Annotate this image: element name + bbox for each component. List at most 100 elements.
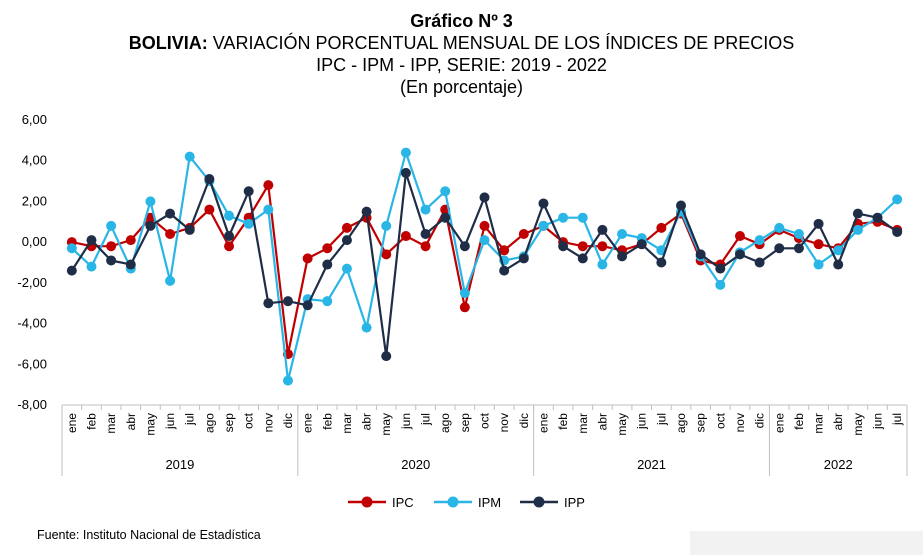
data-point-ipm xyxy=(813,259,824,270)
x-tick-label: ago xyxy=(438,413,452,433)
legend-label-ipp: IPP xyxy=(564,495,585,510)
x-tick-label: ago xyxy=(202,413,216,433)
x-tick-label: oct xyxy=(242,412,256,429)
chart-subtitle: BOLIVIA: VARIACIÓN PORCENTUAL MENSUAL DE… xyxy=(0,32,923,54)
data-point-ipc xyxy=(165,229,176,239)
x-tick-label: jul xyxy=(890,413,904,426)
data-point-ipp xyxy=(852,208,863,219)
x-tick-label: mar xyxy=(812,413,826,434)
data-point-ipm xyxy=(892,194,903,205)
data-point-ipc xyxy=(106,241,117,252)
year-label: 2022 xyxy=(824,457,853,472)
x-tick-label: jul xyxy=(654,413,668,426)
data-point-ipm xyxy=(86,261,97,272)
chart-title: Gráfico Nº 3 xyxy=(410,11,513,31)
legend-marker-ipc xyxy=(361,496,373,508)
x-tick-label: ene xyxy=(536,413,550,433)
y-tick-label: 6,00 xyxy=(22,112,47,127)
y-tick-label: 4,00 xyxy=(22,153,47,168)
source-note: Fuente: Instituto Nacional de Estadístic… xyxy=(37,528,261,542)
data-point-ipp xyxy=(243,186,254,197)
data-point-ipp xyxy=(793,243,804,254)
corner-shade xyxy=(690,531,923,555)
x-tick-label: sep xyxy=(222,413,236,433)
data-point-ipc xyxy=(224,241,235,252)
y-tick-label: 2,00 xyxy=(22,193,47,208)
data-point-ipm xyxy=(459,288,470,299)
data-point-ipc xyxy=(813,239,824,250)
data-point-ipp xyxy=(479,192,490,203)
data-point-ipm xyxy=(263,204,274,215)
data-point-ipm xyxy=(381,220,392,231)
x-tick-label: mar xyxy=(576,413,590,434)
data-point-ipm xyxy=(754,235,765,246)
data-point-ipm xyxy=(106,220,117,231)
data-point-ipc xyxy=(263,180,274,191)
x-tick-label: jun xyxy=(635,413,649,430)
data-point-ipc xyxy=(499,245,510,256)
data-point-ipp xyxy=(440,212,451,223)
data-point-ipm xyxy=(145,196,156,207)
data-point-ipm xyxy=(479,235,490,246)
data-point-ipm xyxy=(538,220,549,231)
x-tick-label: ene xyxy=(301,413,315,433)
legend-label-ipc: IPC xyxy=(392,495,414,510)
x-tick-label: jul xyxy=(419,413,433,426)
x-tick-label: nov xyxy=(733,413,747,432)
data-point-ipp xyxy=(165,208,176,219)
data-point-ipm xyxy=(715,279,726,290)
data-point-ipm xyxy=(833,245,844,256)
chart-subtitle-country: BOLIVIA: xyxy=(128,33,208,53)
data-point-ipp xyxy=(263,298,274,309)
data-point-ipp xyxy=(499,265,510,276)
series-line-ipm xyxy=(71,151,898,382)
data-point-ipp xyxy=(341,235,352,246)
x-tick-label: dic xyxy=(517,413,531,428)
data-point-ipp xyxy=(224,231,235,242)
data-point-ipc xyxy=(125,235,136,246)
x-tick-label: jun xyxy=(163,413,177,430)
x-tick-label: feb xyxy=(320,413,334,430)
data-point-ipm xyxy=(597,259,608,270)
y-tick-label: -2,00 xyxy=(17,275,47,290)
data-point-ipm xyxy=(361,322,372,333)
chart-unit-line: (En porcentaje) xyxy=(399,77,524,97)
data-point-ipp xyxy=(774,243,785,254)
data-point-ipc xyxy=(322,243,333,254)
data-point-ipp xyxy=(204,174,215,185)
x-tick-label: ene xyxy=(772,413,786,433)
x-tick-label: nov xyxy=(261,413,275,432)
x-tick-label: feb xyxy=(556,413,570,430)
year-label: 2021 xyxy=(637,457,666,472)
data-point-ipm xyxy=(66,243,77,254)
data-point-ipp xyxy=(833,259,844,270)
data-point-ipp xyxy=(577,253,588,264)
x-tick-label: feb xyxy=(84,413,98,430)
x-tick-label: mar xyxy=(104,413,118,434)
data-point-ipc xyxy=(656,222,667,233)
data-point-ipm xyxy=(420,204,431,215)
data-point-ipc xyxy=(302,253,313,264)
year-label: 2019 xyxy=(165,457,194,472)
data-point-ipm xyxy=(774,222,785,233)
x-tick-label: may xyxy=(851,413,865,436)
data-point-ipm xyxy=(617,229,628,239)
x-tick-label: jul xyxy=(183,413,197,426)
x-tick-label: ene xyxy=(65,413,79,433)
x-tick-label: feb xyxy=(792,413,806,430)
legend-marker-ipp xyxy=(533,496,545,508)
x-tick-label: nov xyxy=(497,413,511,432)
data-point-ipp xyxy=(400,167,411,178)
x-tick-label: jun xyxy=(399,413,413,430)
x-tick-label: abr xyxy=(595,413,609,430)
x-tick-label: oct xyxy=(478,412,492,429)
data-point-ipc xyxy=(518,229,529,239)
chart-title-block: Gráfico Nº 3 BOLIVIA: VARIACIÓN PORCENTU… xyxy=(0,10,923,98)
x-tick-label: sep xyxy=(458,413,472,433)
y-tick-label: -4,00 xyxy=(17,316,47,331)
x-tick-label: sep xyxy=(694,413,708,433)
chart-subtitle-text: VARIACIÓN PORCENTUAL MENSUAL DE LOS ÍNDI… xyxy=(207,33,795,53)
x-tick-label: mar xyxy=(340,413,354,434)
data-point-ipp xyxy=(617,251,628,262)
